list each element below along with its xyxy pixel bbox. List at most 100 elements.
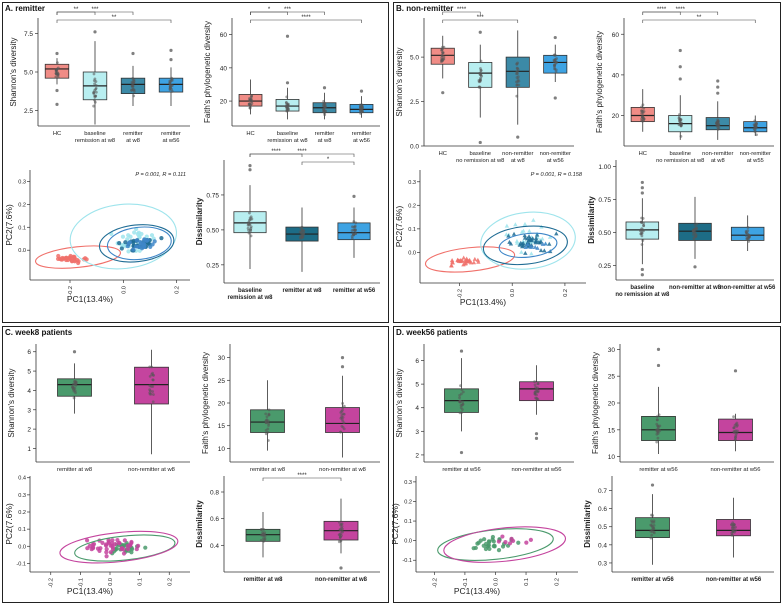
x-tick-label: HC bbox=[53, 131, 61, 137]
jitter-point bbox=[266, 427, 270, 431]
jitter-point bbox=[246, 226, 250, 230]
jitter-point bbox=[93, 82, 97, 86]
y-tick-label: 5.0 bbox=[24, 70, 33, 77]
outlier-point bbox=[55, 102, 59, 106]
x-tick-label: baseline bbox=[669, 151, 691, 157]
box-group bbox=[678, 196, 712, 259]
jitter-point bbox=[533, 380, 536, 384]
jitter-point bbox=[340, 413, 344, 417]
jitter-point bbox=[639, 228, 643, 232]
jitter-point bbox=[352, 233, 356, 237]
scatter-point bbox=[554, 231, 559, 236]
outlier-point bbox=[678, 65, 682, 69]
scatter-group bbox=[523, 241, 548, 250]
jitter-point bbox=[354, 221, 358, 225]
y-tick-label: 0.0 bbox=[408, 250, 416, 256]
jitter-point bbox=[323, 113, 327, 117]
x-tick-label: remission at w8 bbox=[267, 138, 307, 144]
jitter-point bbox=[92, 104, 96, 108]
y-axis-label: Shannon's diversity bbox=[395, 368, 404, 437]
y-tick-label: 60 bbox=[220, 32, 228, 39]
scatter-point bbox=[491, 539, 496, 544]
x-tick-label: remitter at w8 bbox=[282, 288, 322, 294]
jitter-point bbox=[359, 111, 363, 115]
scatter-point bbox=[472, 256, 478, 261]
outlier-point bbox=[553, 96, 557, 100]
jitter-point bbox=[132, 78, 136, 82]
scatter-point bbox=[504, 232, 509, 237]
y-tick-label: 3 bbox=[27, 407, 31, 414]
scatter-point bbox=[496, 539, 501, 544]
significance-label: *** bbox=[91, 7, 99, 13]
jitter-point bbox=[74, 380, 78, 384]
jitter-point bbox=[54, 75, 58, 79]
jitter-point bbox=[655, 440, 659, 444]
confidence-ellipse bbox=[59, 530, 179, 564]
box-group bbox=[44, 58, 70, 85]
scatter-point bbox=[72, 258, 77, 263]
jitter-point bbox=[517, 79, 521, 83]
jitter-point bbox=[731, 521, 735, 525]
jitter-point bbox=[656, 424, 660, 428]
jitter-point bbox=[652, 531, 656, 535]
jitter-point bbox=[641, 103, 645, 107]
jitter-point bbox=[747, 240, 751, 243]
chart-c1: 1 2 3 4 5 6 Shannon's diversity remitter at w8 n… bbox=[7, 344, 190, 473]
jitter-point bbox=[478, 79, 482, 82]
significance-bracket bbox=[56, 11, 134, 15]
scatter-point bbox=[134, 244, 139, 249]
significance-label: * bbox=[327, 157, 330, 163]
jitter-point bbox=[515, 72, 518, 76]
jitter-point bbox=[263, 538, 267, 542]
jitter-point bbox=[361, 110, 365, 114]
jitter-point bbox=[515, 66, 519, 70]
jitter-point bbox=[440, 53, 444, 57]
x-tick-label: -0.1 bbox=[463, 578, 469, 588]
scatter-point bbox=[486, 539, 492, 544]
significance-label: **** bbox=[676, 7, 686, 13]
panel-c-border bbox=[2, 326, 389, 603]
y-tick-label: 0.8 bbox=[210, 490, 219, 497]
x-tick-label: 0.2 bbox=[167, 578, 173, 586]
x-tick-label: remission at w8 bbox=[75, 138, 115, 144]
scatter-point bbox=[506, 233, 511, 238]
y-tick-label: 6 bbox=[415, 358, 419, 365]
scatter-point bbox=[528, 537, 533, 542]
scatter-point bbox=[104, 547, 109, 552]
y-tick-label: 0.3 bbox=[408, 180, 416, 186]
jitter-point bbox=[534, 389, 538, 393]
x-tick-label: remitter at w8 bbox=[57, 467, 92, 473]
scatter-point bbox=[514, 238, 520, 243]
x-tick-label: 0.2 bbox=[563, 289, 569, 297]
outlier-point bbox=[640, 267, 644, 272]
significance-label: **** bbox=[301, 15, 311, 21]
significance-bracket bbox=[642, 19, 756, 23]
scatter-point bbox=[463, 261, 469, 266]
jitter-point bbox=[248, 216, 252, 220]
chart-c2: 10 15 20 25 30 Faith's phylogenetic diversity… bbox=[201, 344, 380, 473]
x-tick-label: no remission at w8 bbox=[456, 158, 504, 164]
scatter-point bbox=[159, 236, 164, 241]
x-tick-label: baseline bbox=[238, 288, 263, 294]
jitter-point bbox=[734, 434, 738, 438]
x-tick-label: 0.0 bbox=[493, 578, 499, 586]
jitter-point bbox=[132, 94, 136, 98]
jitter-point bbox=[640, 115, 644, 119]
scatter-point bbox=[503, 540, 508, 545]
box-group bbox=[543, 44, 568, 82]
significance-label: *** bbox=[284, 7, 292, 13]
jitter-point bbox=[130, 84, 134, 87]
jitter-point bbox=[461, 390, 465, 394]
scatter-point bbox=[500, 534, 505, 539]
jitter-point bbox=[152, 393, 155, 396]
jitter-point bbox=[641, 239, 645, 242]
jitter-point bbox=[249, 97, 253, 101]
jitter-point bbox=[265, 415, 269, 419]
x-tick-label: non-remitter at w56 bbox=[512, 467, 562, 473]
jitter-point bbox=[515, 76, 519, 79]
jitter-point bbox=[639, 232, 643, 236]
jitter-point bbox=[246, 222, 250, 226]
y-axis-label: Shannon's diversity bbox=[9, 37, 18, 106]
scatter-group bbox=[449, 255, 481, 268]
x-axis-label: PC1(13.4%) bbox=[67, 294, 113, 304]
